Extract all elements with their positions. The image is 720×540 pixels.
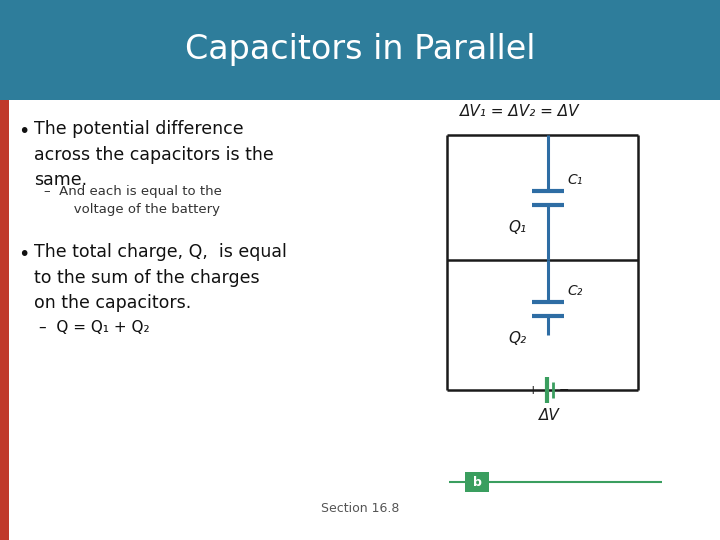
Text: C₂: C₂ bbox=[567, 285, 583, 299]
Text: •: • bbox=[18, 122, 30, 141]
Text: −: − bbox=[559, 383, 569, 396]
Text: ΔV₁ = ΔV₂ = ΔV: ΔV₁ = ΔV₂ = ΔV bbox=[460, 105, 580, 119]
Text: ΔV: ΔV bbox=[539, 408, 560, 423]
Text: Capacitors in Parallel: Capacitors in Parallel bbox=[185, 33, 535, 66]
Text: The potential difference
across the capacitors is the
same.: The potential difference across the capa… bbox=[34, 120, 274, 190]
Text: –  And each is equal to the
       voltage of the battery: – And each is equal to the voltage of th… bbox=[44, 185, 222, 216]
Bar bbox=[0, 0, 720, 100]
Text: Q₂: Q₂ bbox=[508, 332, 526, 346]
Text: •: • bbox=[18, 245, 30, 264]
Text: The total charge, Q,  is equal
to the sum of the charges
on the capacitors.: The total charge, Q, is equal to the sum… bbox=[34, 243, 287, 313]
Text: –  Q = Q₁ + Q₂: – Q = Q₁ + Q₂ bbox=[39, 320, 150, 335]
Bar bbox=[0, 100, 9, 540]
Text: Section 16.8: Section 16.8 bbox=[321, 502, 399, 515]
Text: +: + bbox=[528, 383, 539, 396]
Text: C₁: C₁ bbox=[567, 172, 583, 186]
FancyBboxPatch shape bbox=[465, 472, 489, 492]
Text: b: b bbox=[472, 476, 482, 489]
Text: Q₁: Q₁ bbox=[508, 219, 526, 234]
